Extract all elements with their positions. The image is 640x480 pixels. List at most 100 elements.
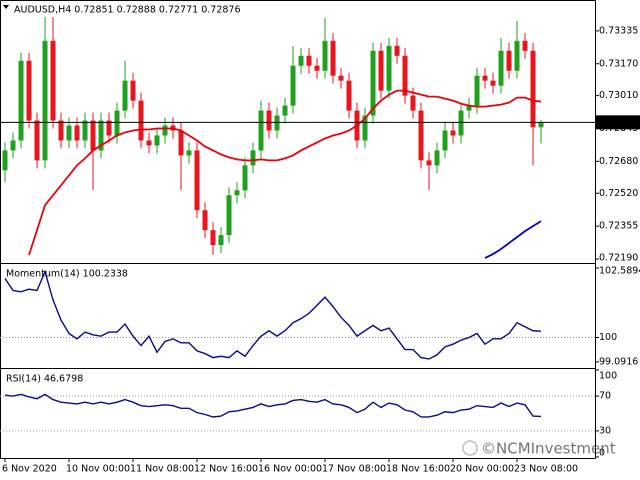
- candle-body: [210, 230, 216, 246]
- y-tick-label: 0.73170: [599, 58, 638, 69]
- candle-body: [282, 105, 288, 116]
- watermark: ©NCMInvestment: [462, 440, 616, 458]
- candle-body: [402, 55, 408, 96]
- y-tick-label: 0.72355: [599, 221, 638, 232]
- panel-title: RSI(14) 46.6798: [6, 374, 83, 385]
- candle-body: [506, 50, 512, 71]
- candle-body: [290, 65, 296, 106]
- candle-body: [306, 55, 312, 66]
- watermark-icon: [462, 440, 478, 456]
- watermark-text: ©NCMInvestment: [481, 440, 616, 458]
- candle-body: [442, 130, 448, 151]
- x-tick-label: 23 Nov 08:00: [514, 464, 578, 475]
- candle-body: [474, 75, 480, 106]
- y-tick-label: 70: [599, 391, 611, 402]
- indicator-line: [4, 393, 542, 418]
- candle-body: [418, 110, 424, 161]
- current-price-box: [596, 115, 640, 130]
- candle-body: [386, 45, 392, 91]
- candle-body: [466, 105, 472, 111]
- candle-body: [34, 120, 40, 161]
- panel-title: AUDUSD,H4 0.72851 0.72888 0.72771 0.7287…: [14, 5, 241, 16]
- candle-body: [90, 120, 96, 151]
- x-tick-label: 10 Nov 00:00: [66, 464, 130, 475]
- x-tick-label: 12 Nov 16:00: [194, 464, 258, 475]
- candle-body: [274, 115, 280, 131]
- y-tick-label: 99.0916: [599, 356, 638, 367]
- candle-body: [82, 120, 88, 141]
- candle-body: [338, 75, 344, 81]
- candle-body: [18, 60, 24, 141]
- candle-body: [426, 160, 432, 166]
- candle-body: [154, 135, 160, 146]
- candle-body: [186, 150, 192, 156]
- candle-body: [394, 45, 400, 56]
- candle-body: [482, 75, 488, 81]
- candle-body: [202, 210, 208, 231]
- x-tick-label: 11 Nov 08:00: [130, 464, 194, 475]
- candle-body: [298, 55, 304, 66]
- y-tick-label: 0.72680: [599, 156, 638, 167]
- candle-body: [50, 40, 56, 121]
- candle-body: [26, 60, 32, 121]
- candle-body: [138, 100, 144, 141]
- indicator-line: [4, 269, 542, 360]
- candle-body: [10, 140, 16, 151]
- candle-body: [410, 95, 416, 111]
- candle-body: [234, 190, 240, 196]
- candle-body: [314, 65, 320, 71]
- candle-body: [498, 50, 504, 86]
- candle-body: [66, 125, 72, 141]
- x-tick-label: 16 Nov 00:00: [258, 464, 322, 475]
- candle-body: [266, 110, 272, 131]
- candle-body: [58, 120, 64, 141]
- candle-body: [130, 80, 136, 101]
- x-tick-label: 20 Nov 00:00: [450, 464, 514, 475]
- candle-body: [378, 50, 384, 91]
- candle-body: [106, 120, 112, 136]
- candle-body: [330, 40, 336, 76]
- candle-body: [194, 150, 200, 211]
- y-tick-label: 0: [599, 448, 605, 459]
- candle-body: [450, 130, 456, 136]
- x-tick-label: 6 Nov 2020: [2, 464, 57, 475]
- candle-body: [322, 40, 328, 71]
- moving-average: [28, 89, 542, 256]
- y-tick-label: 0.73335: [599, 25, 638, 36]
- candle-body: [42, 40, 48, 161]
- y-tick-label: 0.73010: [599, 90, 638, 101]
- candle-body: [434, 150, 440, 166]
- candle-body: [258, 110, 264, 151]
- moving-average: [484, 220, 542, 259]
- panel-title: Momentum(14) 100.2338: [6, 269, 128, 280]
- candle-body: [74, 125, 80, 141]
- candle-body: [98, 120, 104, 151]
- candle-body: [226, 195, 232, 236]
- candle-body: [2, 150, 8, 171]
- candle-body: [250, 150, 256, 166]
- candle-body: [162, 125, 168, 136]
- candle-body: [218, 235, 224, 246]
- candle-body: [114, 110, 120, 136]
- current-price-label: 0.72876: [599, 117, 638, 128]
- candle-body: [514, 40, 520, 71]
- y-tick-label: 100: [599, 371, 617, 382]
- candle-body: [490, 80, 496, 86]
- candle-body: [530, 50, 536, 128]
- y-tick-label: 30: [599, 425, 611, 436]
- x-tick-label: 17 Nov 08:00: [322, 464, 386, 475]
- panels: [0, 0, 596, 459]
- y-tick-label: 102.5894: [599, 266, 640, 277]
- menu-triangle: [3, 5, 9, 9]
- candle-body: [178, 130, 184, 156]
- candle-body: [458, 110, 464, 136]
- candle-body: [242, 165, 248, 191]
- candle-body: [538, 122, 544, 128]
- candle-body: [362, 115, 368, 141]
- y-tick-label: 0.72520: [599, 188, 638, 199]
- candle-body: [522, 40, 528, 51]
- candle-body: [346, 80, 352, 111]
- y-tick-label: 100: [599, 332, 617, 343]
